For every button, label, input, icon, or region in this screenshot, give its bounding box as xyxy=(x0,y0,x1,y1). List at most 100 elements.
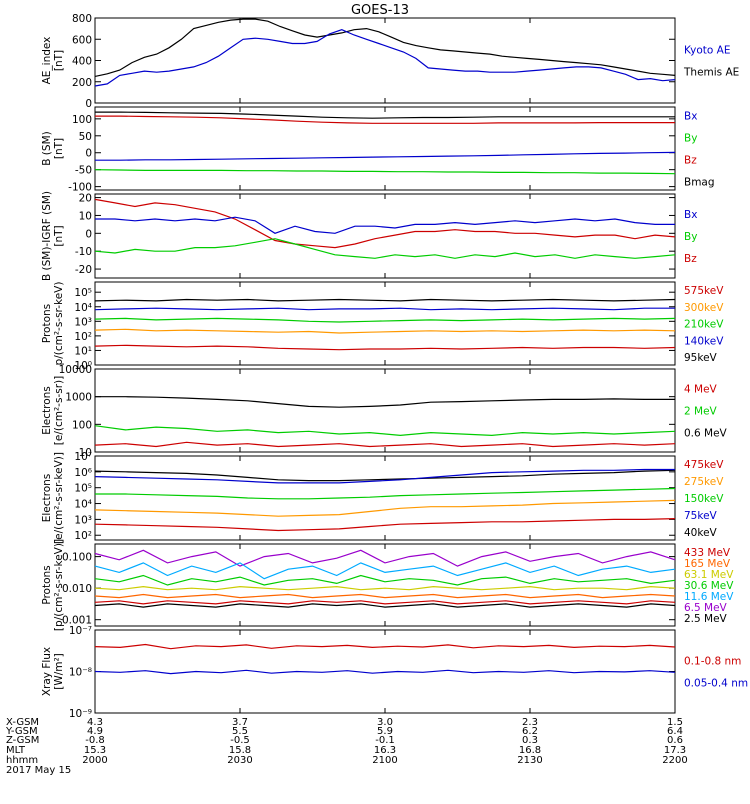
ephemeris-label: X-GSM xyxy=(6,717,39,728)
panel-frame xyxy=(94,106,676,191)
legend-entry: Bmag xyxy=(684,177,715,189)
ephemeris-label: hhmm xyxy=(6,755,38,766)
y-tick-label: 600 xyxy=(72,34,92,46)
y-axis-label: Protons xyxy=(41,304,53,343)
y-tick-label: -20 xyxy=(75,264,92,276)
ephemeris-value: 6.4 xyxy=(667,726,683,737)
legend-entry: 575keV xyxy=(684,285,724,297)
y-tick-label: 10⁻⁸ xyxy=(69,667,92,679)
ephemeris-value: -0.8 xyxy=(85,735,105,746)
y-tick-label: 10² xyxy=(74,331,92,343)
series-line xyxy=(94,344,676,351)
y-tick-label: 10⁻⁹ xyxy=(69,708,92,720)
legend-entry: 4 MeV xyxy=(684,384,718,396)
series-line xyxy=(94,499,676,517)
series-line xyxy=(94,425,676,437)
series-line xyxy=(94,518,676,532)
y-tick-label: 100 xyxy=(72,419,92,431)
series-line xyxy=(94,574,676,586)
panel-frame xyxy=(94,543,676,627)
legend-entry: 165 MeV xyxy=(684,558,731,570)
y-axis-label: Electrons xyxy=(41,474,53,523)
y-tick-label: 0.010 xyxy=(62,583,92,595)
series-line xyxy=(94,198,676,249)
series-line xyxy=(94,298,676,302)
y-tick-label: 20 xyxy=(79,193,92,205)
panel-frame xyxy=(94,368,676,453)
y-tick-label: 10⁻⁷ xyxy=(69,625,92,637)
ephemeris-value: 5.9 xyxy=(377,726,393,737)
legend-entry: 2.5 MeV xyxy=(684,613,728,625)
series-line xyxy=(95,487,676,500)
ephemeris-value: 0.6 xyxy=(667,735,683,746)
y-tick-label: -100 xyxy=(68,182,92,194)
y-axis-label: AE_index xyxy=(41,37,53,85)
legend-entry: 475keV xyxy=(684,459,724,471)
y-tick-label: 0.001 xyxy=(62,615,92,627)
y-tick-label: 10⁵ xyxy=(74,287,92,299)
legend-entry: 75keV xyxy=(684,510,718,522)
y-tick-label: 10 xyxy=(79,210,92,222)
series-line xyxy=(94,469,676,482)
ephemeris-value: 2100 xyxy=(372,755,397,766)
series-line xyxy=(94,600,676,605)
y-axis-label: [W/m²] xyxy=(53,653,65,690)
series-line xyxy=(94,169,676,175)
series-line xyxy=(94,328,676,334)
y-tick-label: 10³ xyxy=(74,514,92,526)
y-axis-label: [p/(cm²-s-sr-keV)] xyxy=(53,539,65,631)
legend-entry: 6.5 MeV xyxy=(684,602,728,614)
ephemeris-label: 2017 May 15 xyxy=(6,765,71,776)
legend-entry: By xyxy=(684,231,697,243)
ephemeris-value: -0.5 xyxy=(230,735,250,746)
y-axis-label: p/(cm²-s-sr-keV) xyxy=(53,282,65,366)
panel-frame xyxy=(94,281,676,366)
series-line xyxy=(94,669,676,675)
legend-entry: Bz xyxy=(684,155,697,167)
series-line xyxy=(94,238,676,259)
y-axis-label: [e/(cm²-s-sr-keV)] xyxy=(53,452,65,544)
legend-entry: 140keV xyxy=(684,335,724,347)
panel-8: 10⁻⁹ 10⁻⁸ 10⁻⁷ Xray Flux [W/m²] 0.1-0.8 nm 0.0… xyxy=(41,625,748,720)
ephemeris-value: 17.3 xyxy=(664,745,686,756)
ephemeris-value: 2130 xyxy=(517,755,542,766)
y-tick-label: 0.100 xyxy=(62,552,92,564)
ephemeris-value: 0.3 xyxy=(522,735,538,746)
y-axis-label: Protons xyxy=(41,565,53,604)
series-line xyxy=(94,603,676,608)
y-axis-label: [e/(cm²-s-sr)] xyxy=(53,376,65,445)
series-line xyxy=(94,317,676,323)
ephemeris-value: 15.8 xyxy=(229,745,251,756)
series-line xyxy=(94,468,675,484)
y-tick-label: 10⁶ xyxy=(74,467,92,479)
series-line xyxy=(94,29,676,87)
series-line xyxy=(94,593,676,599)
series-line xyxy=(95,111,675,119)
legend-entry: 63.1 MeV xyxy=(684,569,734,581)
panel-4: 10⁰ 10¹ 10² 10³ 10⁴ 10⁵ Protons p/(cm²-s-sr-keV… xyxy=(41,281,724,372)
ephemeris-label: MLT xyxy=(6,745,26,756)
y-axis-label: [nT] xyxy=(53,50,65,71)
ephemeris-value: 2200 xyxy=(662,755,687,766)
legend-entry: 210keV xyxy=(684,319,724,331)
y-axis-label: B (SM) xyxy=(41,131,53,165)
legend-entry: 11.6 MeV xyxy=(684,591,734,603)
y-tick-label: 0 xyxy=(85,228,92,240)
y-tick-label: 10² xyxy=(74,530,92,542)
y-axis-label: [nT] xyxy=(53,138,65,159)
y-tick-label: 10⁴ xyxy=(74,499,92,511)
legend-entry: Bx xyxy=(684,209,697,221)
legend-entry: 150keV xyxy=(684,493,724,505)
y-tick-label: 0 xyxy=(85,98,92,110)
legend-entry: 0.1-0.8 nm xyxy=(684,656,741,668)
ephemeris-value: -0.1 xyxy=(375,735,395,746)
ephemeris-value: 1.5 xyxy=(667,717,683,728)
ephemeris-value: 2000 xyxy=(82,755,107,766)
legend-entry: 2 MeV xyxy=(684,406,718,418)
y-axis-label: Xray Flux xyxy=(41,647,53,696)
y-axis-label: Electrons xyxy=(41,386,53,435)
ephemeris-value: 4.9 xyxy=(87,726,103,737)
panel-frame xyxy=(94,455,676,541)
